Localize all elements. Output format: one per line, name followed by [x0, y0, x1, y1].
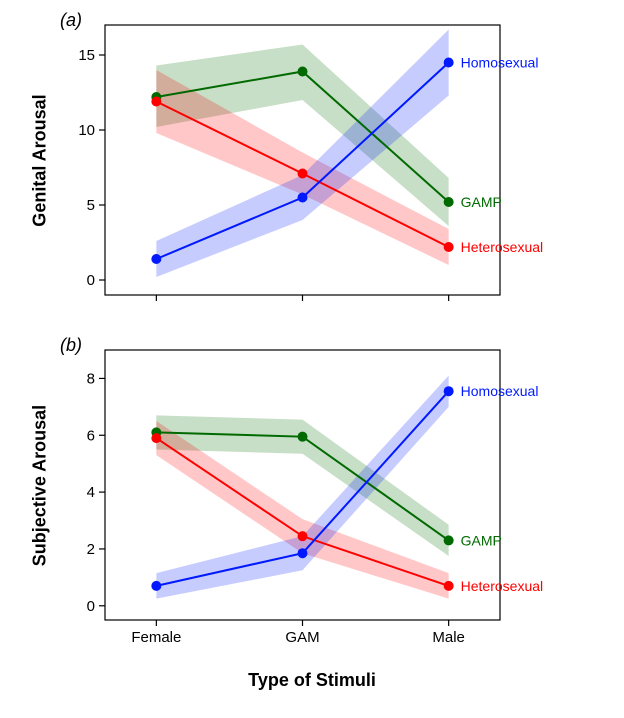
y-tick-label: 2 [87, 541, 95, 558]
series-label-homosexual: Homosexual [461, 383, 539, 399]
y-tick-label: 0 [87, 272, 95, 289]
panel-b-y-title: Subjective Arousal [30, 396, 51, 576]
series-marker-heterosexual [298, 169, 308, 179]
series-marker-gamp [444, 197, 454, 207]
series-marker-heterosexual [151, 433, 161, 443]
figure-container: (a) Genital Arousal 051015GAMPHeterosexu… [0, 0, 624, 718]
series-label-gamp: GAMP [461, 194, 502, 210]
series-marker-homosexual [298, 548, 308, 558]
series-marker-gamp [444, 535, 454, 545]
series-marker-gamp [298, 432, 308, 442]
series-marker-heterosexual [298, 531, 308, 541]
y-tick-label: 10 [78, 122, 95, 139]
panel-a-chart: 0 5 10 15 GAMP Heterosexual Homosexual [60, 20, 620, 305]
series-label-heterosexual: Heterosexual [461, 239, 544, 255]
y-tick-label: 15 [78, 47, 95, 64]
x-tick-label: GAM [285, 629, 319, 646]
series-label-gamp: GAMP [461, 532, 502, 548]
series-marker-homosexual [298, 193, 308, 203]
panel-b-chart: 0 2 4 6 8 Female GAM Male GAMP Heterosexual Homose… [60, 345, 620, 655]
series-marker-heterosexual [151, 97, 161, 107]
series-marker-homosexual [444, 58, 454, 68]
series-marker-heterosexual [444, 242, 454, 252]
x-axis-title: Type of Stimuli [0, 670, 624, 691]
y-tick-label: 6 [87, 427, 95, 444]
y-tick-label: 4 [87, 484, 95, 501]
series-label-homosexual: Homosexual [461, 55, 539, 71]
series-marker-homosexual [444, 386, 454, 396]
x-tick-label: Male [432, 629, 465, 646]
series-marker-homosexual [151, 581, 161, 591]
y-tick-label: 8 [87, 370, 95, 387]
series-marker-gamp [298, 67, 308, 77]
series-marker-heterosexual [444, 581, 454, 591]
panel-a-y-title: Genital Arousal [30, 86, 51, 236]
y-tick-label: 0 [87, 598, 95, 615]
y-tick-label: 5 [87, 197, 95, 214]
series-label-heterosexual: Heterosexual [461, 578, 544, 594]
x-tick-label: Female [131, 629, 181, 646]
series-marker-homosexual [151, 254, 161, 264]
